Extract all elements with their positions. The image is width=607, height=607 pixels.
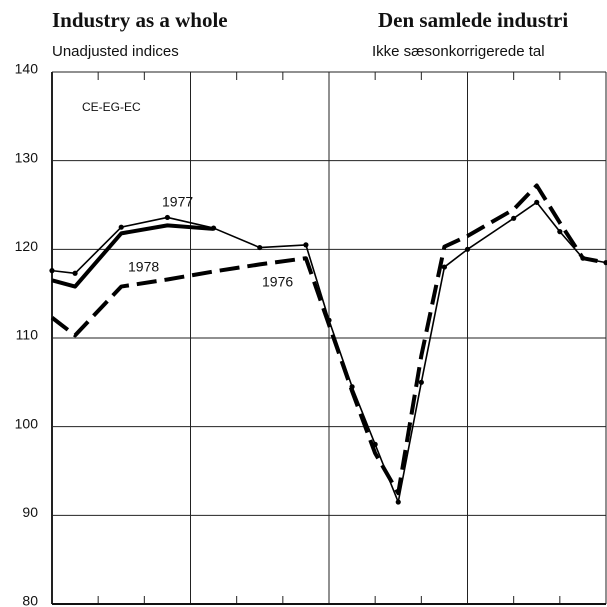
series-line — [50, 183, 607, 496]
point — [72, 270, 78, 276]
point — [603, 260, 607, 266]
y-tick-label: 140 — [15, 61, 39, 77]
point — [164, 214, 171, 221]
chart-title-right: Den samlede industri — [378, 8, 568, 32]
series-label: 1976 — [262, 274, 293, 290]
point — [557, 229, 563, 235]
y-tick-label: 130 — [15, 149, 39, 165]
point — [418, 379, 424, 385]
point — [257, 244, 263, 251]
y-tick-label: 110 — [16, 327, 39, 343]
point — [49, 268, 55, 274]
y-tick-label: 90 — [22, 504, 38, 520]
point — [511, 215, 517, 221]
y-tick-label: 80 — [22, 593, 38, 607]
point — [372, 441, 378, 447]
series-line — [51, 223, 214, 289]
point — [326, 317, 332, 323]
point — [441, 264, 448, 270]
point — [118, 224, 124, 230]
point — [534, 199, 540, 205]
point — [395, 499, 401, 505]
annotation: CE-EG-EC — [82, 100, 141, 114]
y-tick-label: 120 — [15, 238, 39, 254]
series-label: 1977 — [162, 194, 193, 210]
chart-subtitle-right: Ikke sæsonkorrigerede tal — [372, 43, 545, 60]
point — [580, 255, 586, 261]
chart-title: Industry as a whole — [52, 8, 228, 32]
chart-subtitle: Unadjusted indices — [52, 43, 179, 60]
point — [464, 246, 471, 252]
point — [303, 242, 309, 248]
series-label: 1978 — [128, 259, 159, 275]
point — [349, 384, 355, 390]
y-tick-label: 100 — [15, 415, 39, 431]
